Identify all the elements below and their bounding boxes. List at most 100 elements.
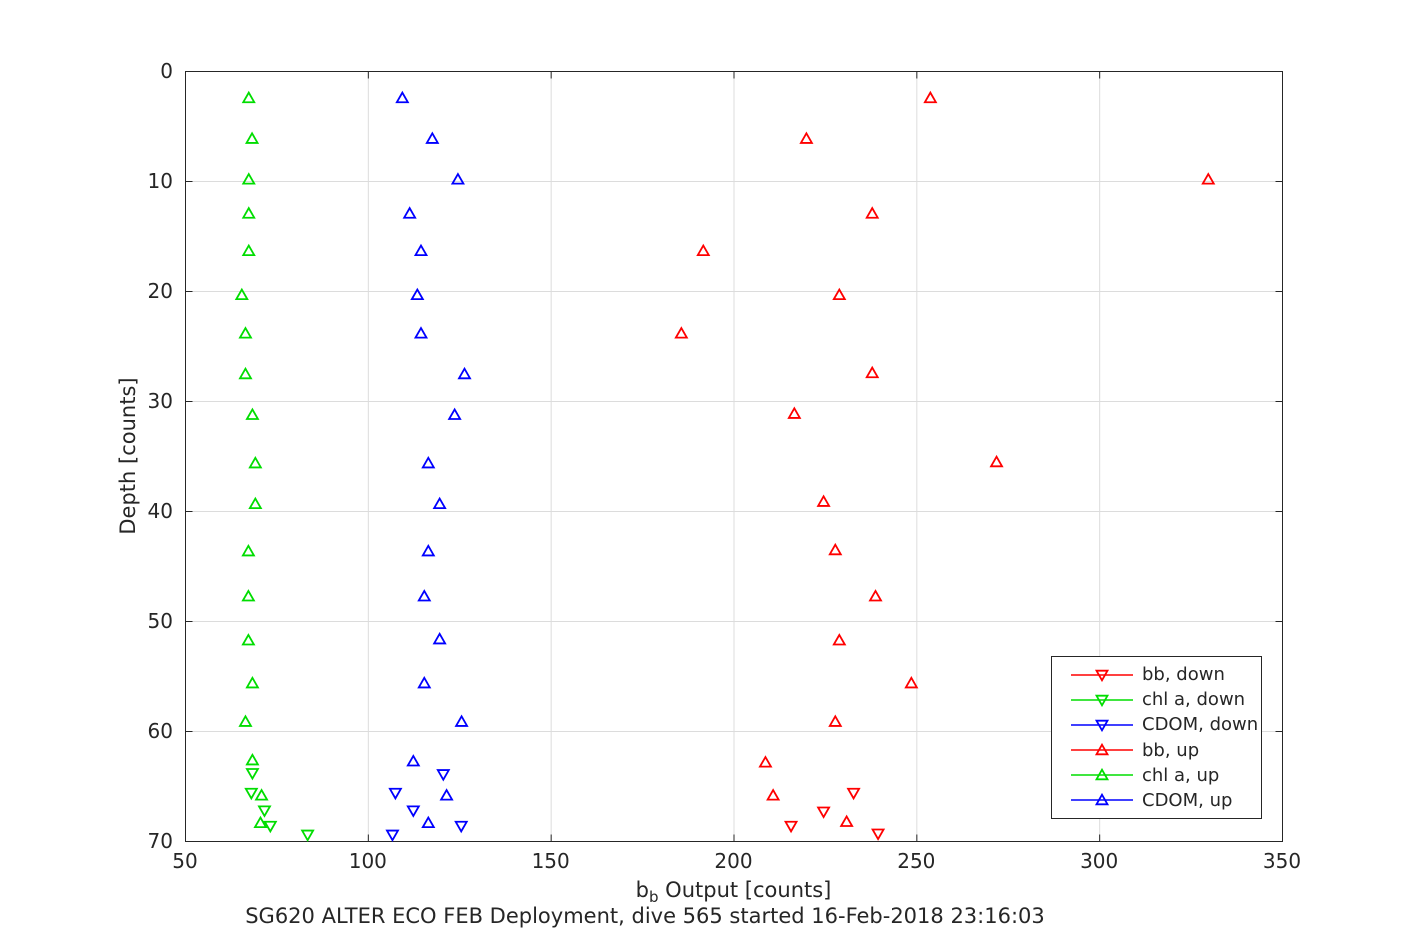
data-point-cdom-up — [417, 589, 432, 602]
x-axis-label-base: b — [635, 878, 649, 902]
data-point-chl-a-up — [253, 815, 268, 829]
data-point-bb-up — [865, 365, 880, 379]
data-point-cdom-up — [417, 676, 432, 689]
data-point-chl-a-up — [245, 676, 260, 689]
data-point-cdom-down — [436, 769, 451, 782]
y-tick-label: 20 — [147, 279, 173, 303]
data-point-chl-a-up — [238, 366, 253, 380]
data-point-bb-up — [828, 542, 843, 556]
data-point-bb-up — [839, 814, 854, 827]
legend-entry[interactable]: bb, up — [1052, 740, 1261, 761]
data-point-chl-a-up — [248, 496, 263, 510]
data-point-cdom-up — [454, 714, 469, 727]
data-point-cdom-up — [395, 90, 410, 104]
data-point-cdom-up — [432, 496, 447, 510]
data-point-chl-a-down — [245, 768, 260, 781]
y-tick-label: 60 — [147, 719, 173, 743]
data-point-chl-a-up — [254, 788, 269, 801]
x-tick-label: 200 — [714, 849, 753, 873]
triangle-up-icon — [1071, 743, 1133, 756]
legend-entry[interactable]: CDOM, up — [1052, 790, 1261, 811]
data-point-chl-a-up — [241, 633, 256, 646]
data-point-bb-down — [846, 787, 861, 801]
legend-label: chl a, down — [1142, 689, 1246, 711]
legend-entry[interactable]: bb, down — [1052, 664, 1261, 685]
data-point-cdom-up — [432, 632, 447, 645]
data-point-bb-up — [799, 131, 814, 144]
legend-entry[interactable]: chl a, up — [1052, 765, 1261, 786]
data-point-cdom-up — [447, 407, 462, 420]
y-tick-label: 30 — [147, 389, 173, 413]
x-axis-label-subscript: b — [648, 888, 659, 906]
data-point-bb-up — [868, 589, 883, 602]
triangle-down-icon — [1071, 669, 1133, 682]
data-point-chl-a-up — [241, 243, 256, 257]
y-tick-label: 10 — [147, 169, 173, 193]
data-point-chl-a-up — [241, 172, 256, 185]
data-point-cdom-up — [406, 754, 421, 767]
data-point-bb-up — [923, 90, 938, 104]
data-point-chl-a-up — [238, 326, 253, 339]
data-point-cdom-up — [413, 326, 429, 339]
data-point-chl-a-down — [244, 787, 259, 801]
data-point-bb-down — [783, 820, 799, 834]
x-tick-label: 300 — [1080, 849, 1119, 873]
data-point-bb-up — [758, 755, 773, 768]
legend-entry[interactable]: CDOM, down — [1052, 714, 1261, 735]
x-tick-label: 100 — [348, 849, 387, 873]
y-tick-label: 40 — [147, 499, 173, 523]
legend-label: bb, up — [1142, 739, 1200, 761]
data-point-chl-a-up — [241, 589, 256, 602]
data-point-cdom-up — [457, 366, 472, 380]
data-point-cdom-up — [450, 172, 465, 185]
data-point-bb-down — [871, 828, 886, 841]
data-point-chl-a-up — [245, 753, 260, 766]
data-point-cdom-down — [406, 805, 421, 818]
data-point-cdom-up — [402, 206, 417, 219]
x-tick-label: 250 — [897, 849, 936, 873]
data-point-cdom-up — [439, 788, 454, 801]
triangle-up-icon — [1071, 768, 1133, 781]
legend-label: bb, down — [1142, 664, 1225, 686]
data-point-cdom-down — [388, 787, 403, 801]
x-axis-label-rest: Output [counts] — [658, 878, 832, 902]
y-tick-label: 0 — [160, 59, 173, 83]
x-axis-label: bb Output [counts] — [185, 878, 1282, 906]
data-point-cdom-down — [454, 820, 469, 834]
data-point-bb-up — [787, 406, 802, 419]
data-point-bb-up — [904, 676, 919, 689]
data-point-bb-up — [674, 326, 689, 339]
data-point-chl-a-up — [234, 287, 249, 301]
data-point-cdom-up — [421, 544, 436, 557]
triangle-down-icon — [1071, 694, 1133, 707]
y-tick-label: 50 — [147, 609, 173, 633]
data-point-cdom-up — [421, 815, 436, 829]
legend-label: chl a, up — [1142, 764, 1220, 786]
data-point-bb-up — [1201, 172, 1216, 185]
data-point-chl-a-down — [263, 820, 278, 834]
chart-title: SG620 ALTER ECO FEB Deployment, dive 565… — [245, 904, 1045, 928]
plot-area — [185, 71, 1283, 842]
data-point-bb-up — [832, 633, 847, 646]
data-point-bb-up — [816, 494, 831, 507]
x-tick-label: 350 — [1262, 849, 1302, 873]
data-point-cdom-up — [410, 287, 425, 301]
y-tick-label: 70 — [147, 829, 173, 853]
data-point-bb-up — [696, 243, 711, 257]
data-point-cdom-up — [425, 131, 440, 144]
data-point-chl-a-up — [241, 544, 256, 557]
data-point-chl-a-up — [244, 131, 260, 144]
data-point-bb-up — [989, 454, 1004, 468]
triangle-down-icon — [1071, 719, 1133, 732]
data-point-cdom-up — [413, 243, 429, 257]
data-point-bb-up — [766, 788, 781, 801]
data-point-bb-up — [865, 206, 880, 219]
x-tick-label: 50 — [172, 849, 198, 873]
data-point-chl-a-up — [245, 407, 260, 420]
data-point-chl-a-down — [300, 829, 315, 842]
legend-label: CDOM, down — [1142, 714, 1259, 736]
data-point-chl-a-up — [241, 90, 256, 104]
data-point-chl-a-up — [241, 206, 256, 219]
data-point-chl-a-up — [238, 714, 253, 727]
legend-entry[interactable]: chl a, down — [1052, 689, 1261, 710]
